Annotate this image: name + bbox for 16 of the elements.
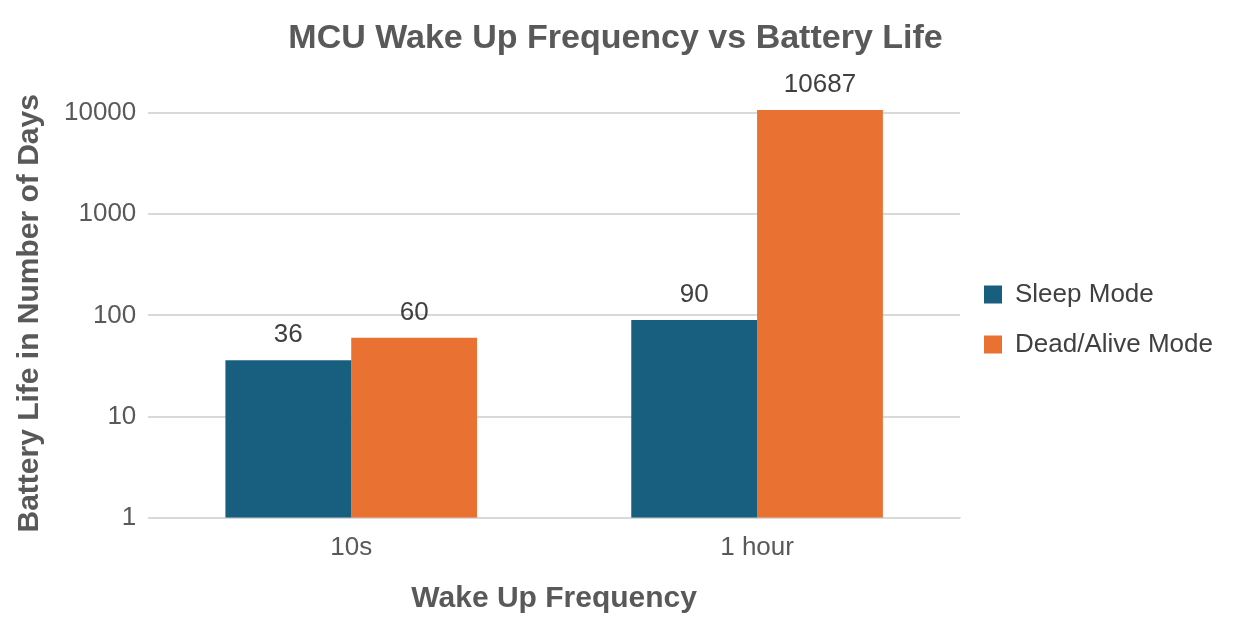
legend-label: Sleep Mode: [1015, 277, 1154, 308]
chart-title: MCU Wake Up Frequency vs Battery Life: [288, 16, 943, 55]
y-tick-label: 10: [107, 399, 137, 430]
data-label: 60: [399, 296, 429, 327]
y-tick-label: 1000: [78, 197, 137, 228]
y-tick-label: 1: [121, 500, 137, 531]
x-tick-label: 1 hour: [720, 530, 795, 561]
y-tick-label: 100: [92, 298, 137, 329]
data-label: 10687: [783, 68, 857, 99]
x-axis-title: Wake Up Frequency: [411, 580, 698, 614]
y-tick-label: 10000: [63, 96, 137, 127]
data-label: 90: [679, 278, 709, 309]
legend-label: Dead/Alive Mode: [1015, 327, 1213, 358]
y-axis-title: Battery Life in Number of Days: [11, 94, 45, 533]
x-tick-label: 10s: [330, 530, 373, 561]
data-label: 36: [273, 318, 303, 349]
